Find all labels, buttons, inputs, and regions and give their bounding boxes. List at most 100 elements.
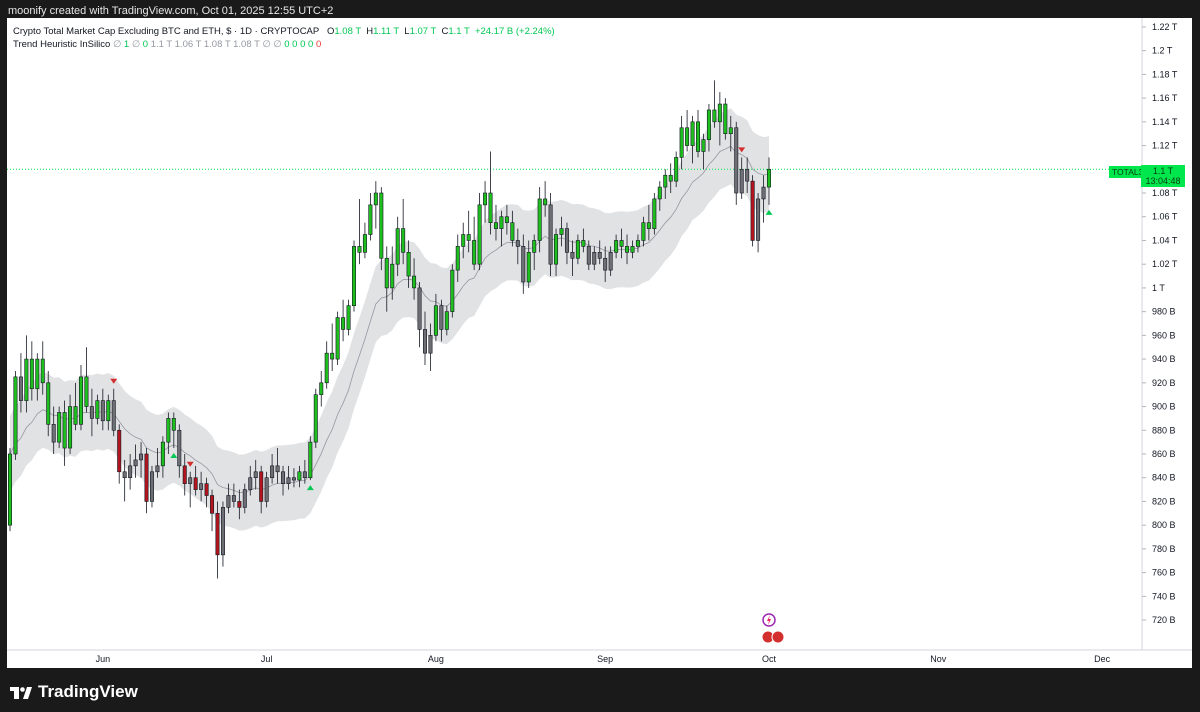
- sell-signal-marker: [110, 378, 118, 384]
- candle-body: [357, 246, 362, 253]
- y-tick-label: 1.16 T: [1152, 93, 1178, 103]
- candle-body: [767, 168, 771, 188]
- trend-band: [10, 108, 769, 531]
- last-price-tag: 1.1 T 13:04:48: [1141, 165, 1185, 187]
- candle-body: [166, 418, 171, 443]
- candle-body: [182, 465, 187, 484]
- candle-body: [608, 252, 613, 271]
- candle-body: [537, 198, 542, 241]
- candle-body: [641, 222, 646, 241]
- y-tick-label: 920 B: [1152, 378, 1176, 388]
- last-price: 1.1 T: [1152, 166, 1174, 176]
- trend-midline: [9, 145, 770, 494]
- header-bar: moonify created with TradingView.com, Oc…: [0, 0, 1200, 22]
- y-tick-label: 1.18 T: [1152, 69, 1178, 79]
- candle-body: [412, 275, 417, 289]
- candle-body: [679, 127, 684, 158]
- candle-body: [756, 198, 761, 241]
- high-label: H: [366, 26, 374, 37]
- candle-body: [362, 234, 367, 253]
- event-flash-bolt-icon: [767, 615, 771, 625]
- candle-body: [95, 400, 100, 419]
- buy-signal-marker: [765, 209, 773, 215]
- open-label: O: [326, 26, 335, 37]
- candle-body: [73, 406, 78, 425]
- tradingview-logo-icon: [10, 686, 32, 699]
- candle-body: [100, 400, 105, 422]
- candle-body: [248, 477, 253, 490]
- indicator-name: Trend Heuristic InSilico: [13, 39, 111, 50]
- candle-body: [417, 287, 422, 330]
- candle-body: [646, 222, 651, 229]
- candle-body: [526, 252, 531, 283]
- footer: TradingView: [0, 672, 1200, 712]
- candle-body: [149, 471, 154, 502]
- candle-body: [237, 501, 242, 508]
- candle-body: [286, 477, 291, 484]
- candle-body: [401, 228, 406, 253]
- indicator-legend-row[interactable]: Trend Heuristic InSilico ∅ 1 ∅ 0 1.1 T 1…: [13, 38, 555, 51]
- candle-body: [373, 192, 378, 206]
- candle-body: [62, 412, 67, 449]
- y-tick-label: 1.12 T: [1152, 141, 1178, 151]
- candle-body: [177, 429, 182, 467]
- chart-panel[interactable]: 1.22 T 1.2 T 1.18 T 1.16 T 1.14 T 1.12 T 1.1 T…: [7, 18, 1192, 668]
- candle-body: [68, 406, 73, 449]
- ind-value: ∅: [131, 39, 141, 50]
- ind-value: ∅: [273, 39, 282, 50]
- candle-body: [281, 471, 286, 484]
- candle-body: [685, 127, 690, 146]
- symbol-title: Crypto Total Market Cap Excluding BTC an…: [13, 26, 320, 37]
- price-chart[interactable]: 1.22 T 1.2 T 1.18 T 1.16 T 1.14 T 1.12 T 1.1 T…: [7, 18, 1192, 668]
- candle-body: [264, 477, 269, 502]
- buy-signal-marker: [306, 485, 314, 491]
- candle-body: [379, 192, 384, 259]
- candle-body: [493, 222, 498, 229]
- symbol-legend-row[interactable]: Crypto Total Market Cap Excluding BTC an…: [13, 25, 555, 38]
- y-tick-label: 780 B: [1152, 544, 1176, 554]
- candle-body: [739, 168, 744, 194]
- candle-body: [106, 400, 111, 422]
- tradingview-logo[interactable]: TradingView: [10, 682, 138, 702]
- candle-body: [466, 234, 471, 241]
- y-tick-label: 1.08 T: [1152, 188, 1178, 198]
- candle-body: [499, 216, 504, 229]
- candle-body: [423, 329, 427, 354]
- candle-body: [619, 240, 624, 247]
- sell-signal-marker: [186, 461, 194, 467]
- candle-body: [564, 228, 569, 253]
- candle-body: [122, 471, 127, 479]
- candle-body: [592, 252, 597, 265]
- candle-body: [24, 358, 29, 401]
- candle-body: [483, 192, 488, 206]
- candle-body: [171, 418, 176, 431]
- candle-body: [674, 157, 679, 182]
- chart-legend: Crypto Total Market Cap Excluding BTC an…: [13, 25, 555, 51]
- candle-body: [89, 406, 94, 419]
- x-tick-label: Jun: [96, 654, 111, 664]
- candle-body: [477, 204, 482, 265]
- ind-value: 1.06 T: [174, 39, 202, 50]
- ind-value: ∅: [262, 39, 271, 50]
- candle-body: [29, 358, 34, 390]
- buy-signal-marker: [170, 453, 178, 459]
- candle-body: [352, 246, 356, 307]
- ind-value: 1.08 T: [203, 39, 231, 50]
- y-tick-label: 1.22 T: [1152, 22, 1178, 32]
- candle-body: [668, 174, 673, 182]
- candle-body: [220, 507, 225, 556]
- candle-body: [570, 252, 575, 259]
- candle-body: [215, 513, 220, 556]
- candle-body: [575, 240, 580, 259]
- candle-body: [728, 127, 733, 134]
- candle-body: [117, 429, 122, 473]
- y-tick-label: 760 B: [1152, 568, 1176, 578]
- y-tick-label: 880 B: [1152, 425, 1176, 435]
- candle-body: [144, 453, 149, 502]
- candle-body: [210, 495, 215, 514]
- x-tick-label: Sep: [597, 654, 613, 664]
- bar-countdown: 13:04:48: [1145, 176, 1181, 186]
- candle-body: [46, 382, 51, 425]
- candle-body: [133, 459, 138, 467]
- ind-value: 0: [300, 39, 306, 50]
